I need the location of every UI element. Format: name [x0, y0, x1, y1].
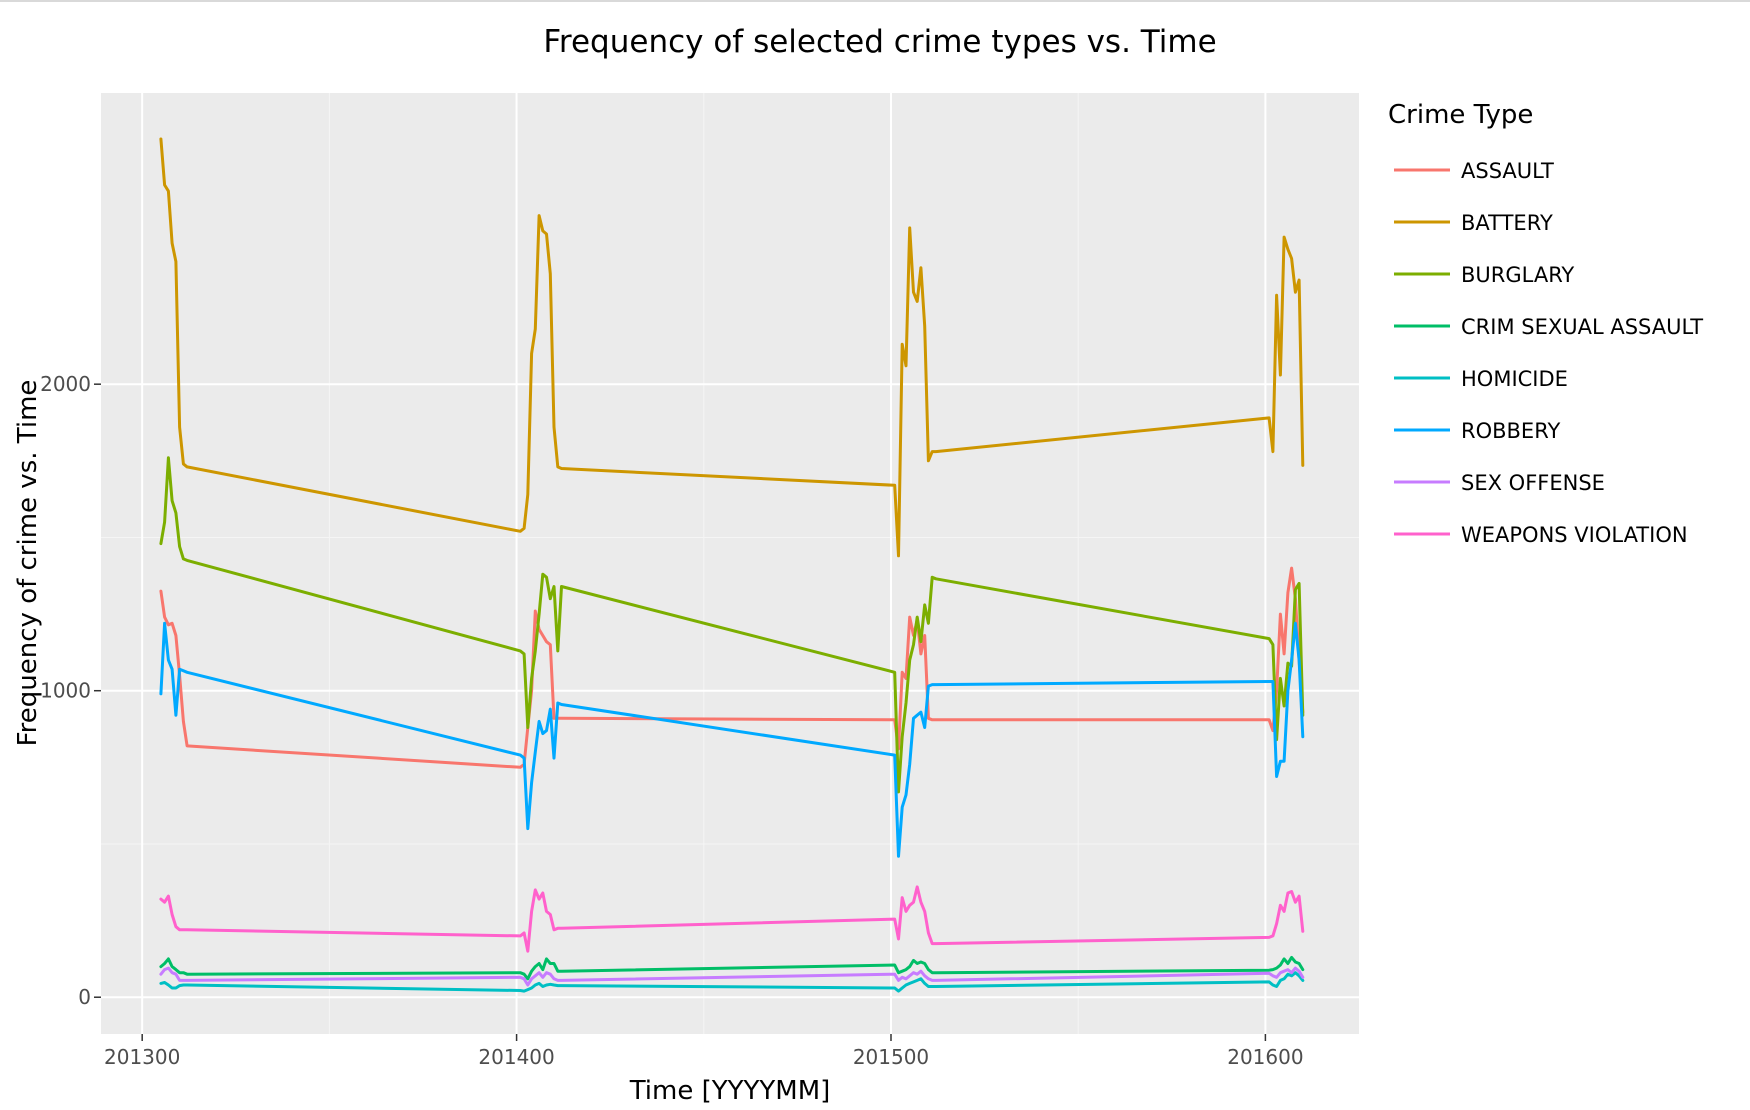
- series-line-robbery: [159, 621, 1305, 858]
- legend: Crime Type ASSAULT BATTERY BURGLARY CRIM SE…: [1388, 100, 1703, 547]
- series-line-crim-sexual-assault: [159, 955, 1305, 981]
- legend-label: WEAPONS VIOLATION: [1461, 523, 1688, 547]
- x-tick-label: 201500: [853, 1045, 929, 1069]
- legend-label: BURGLARY: [1461, 263, 1574, 287]
- series-line-weapons-violation: [159, 885, 1305, 953]
- top-rule: [0, 0, 1750, 2]
- legend-label: CRIM SEXUAL ASSAULT: [1461, 315, 1703, 339]
- axes: 0 1000 2000 201300 201400 201500 201600: [40, 372, 1303, 1069]
- x-tick-label: 201400: [478, 1045, 554, 1069]
- y-tick-label: 0: [78, 985, 91, 1009]
- series-lines: [159, 137, 1305, 993]
- x-axis-title: Time [YYYYMM]: [629, 1076, 831, 1106]
- y-axis-title: Frequency of crime vs. Time: [13, 380, 43, 747]
- legend-label: SEX OFFENSE: [1461, 471, 1605, 495]
- x-tick-label: 201300: [104, 1045, 180, 1069]
- legend-label: ASSAULT: [1461, 159, 1554, 183]
- legend-label: ROBBERY: [1461, 419, 1560, 443]
- chart-title: Frequency of selected crime types vs. Ti…: [543, 24, 1216, 60]
- legend-title: Crime Type: [1388, 100, 1533, 130]
- x-tick-label: 201600: [1227, 1045, 1303, 1069]
- plot-panel: [101, 93, 1359, 1034]
- grid-lines: [101, 93, 1359, 1034]
- y-tick-label: 2000: [40, 372, 91, 396]
- series-line-battery: [159, 137, 1305, 558]
- legend-label: BATTERY: [1461, 211, 1553, 235]
- legend-label: HOMICIDE: [1461, 367, 1568, 391]
- series-line-burglary: [159, 456, 1305, 794]
- series-line-homicide: [159, 971, 1305, 993]
- y-tick-label: 1000: [40, 679, 91, 703]
- series-line-sex-offense: [159, 966, 1305, 987]
